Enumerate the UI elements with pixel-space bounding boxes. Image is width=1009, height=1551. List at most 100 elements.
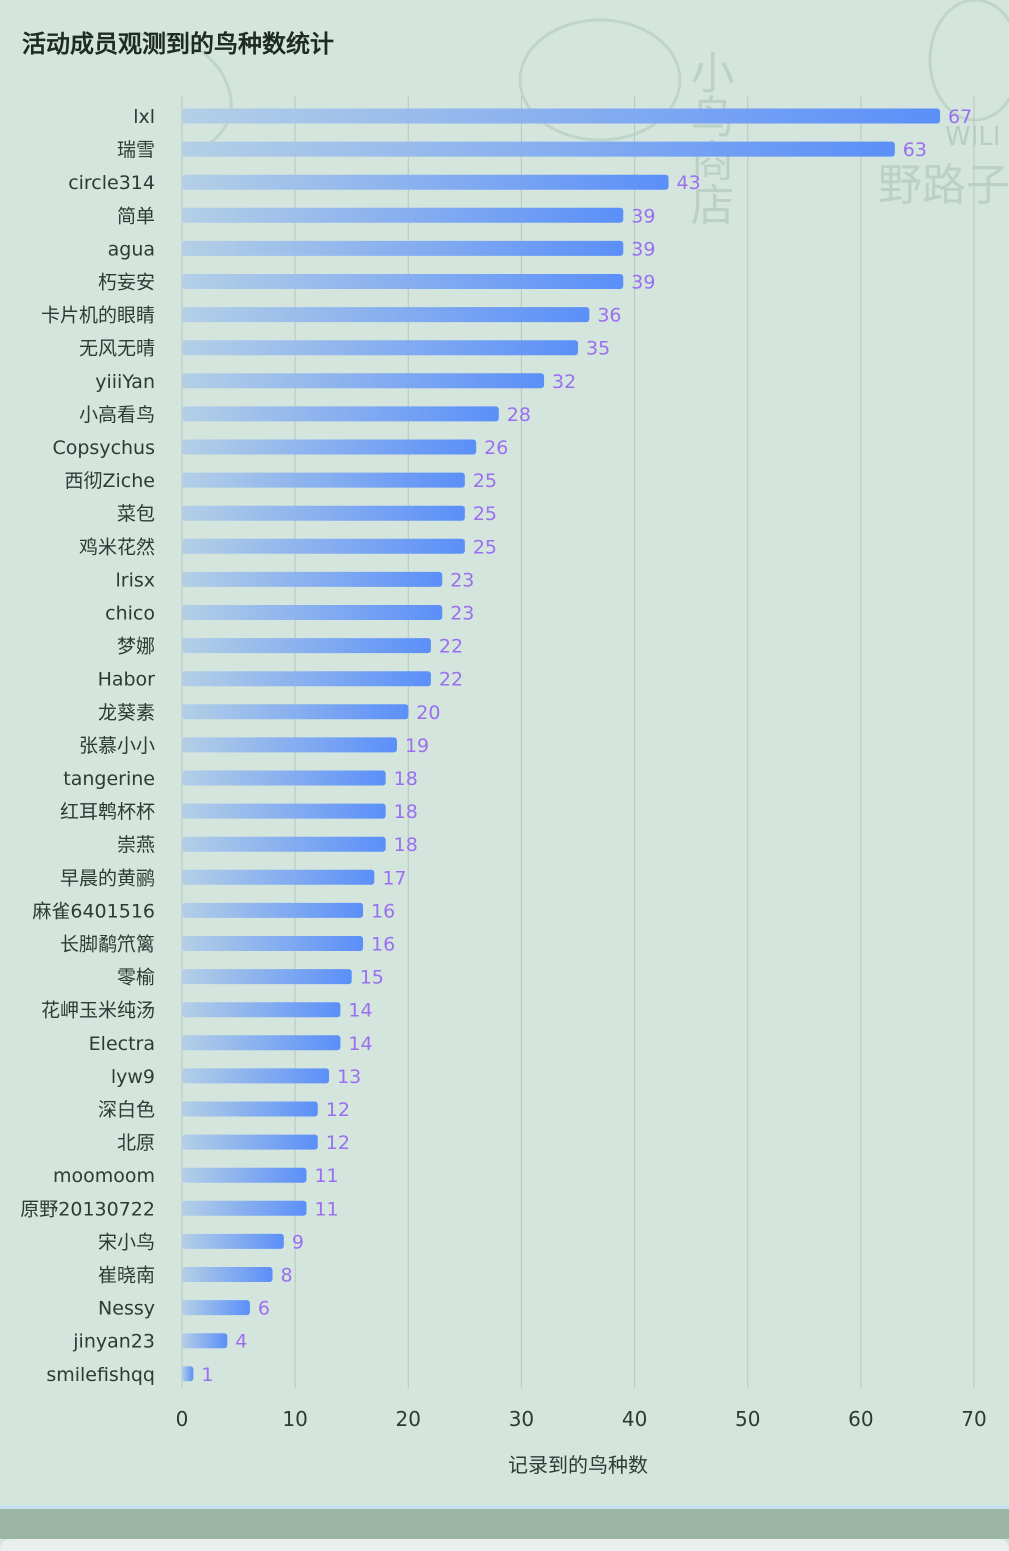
bar bbox=[182, 406, 499, 422]
bar bbox=[182, 240, 624, 256]
value-label: 25 bbox=[473, 470, 497, 492]
value-label: 15 bbox=[360, 967, 384, 989]
category-label: 早晨的黄鹂 bbox=[60, 867, 155, 889]
value-label: 12 bbox=[326, 1099, 350, 1121]
bar bbox=[182, 1300, 250, 1316]
bar bbox=[182, 439, 477, 455]
bar bbox=[182, 1200, 307, 1216]
x-tick-label: 40 bbox=[622, 1407, 647, 1431]
bar bbox=[182, 472, 465, 488]
category-label: 朽妄安 bbox=[98, 272, 155, 294]
value-label: 18 bbox=[394, 801, 418, 823]
category-label: yiiiYan bbox=[95, 371, 155, 393]
category-label: 北原 bbox=[117, 1132, 155, 1154]
category-label: 原野20130722 bbox=[20, 1198, 155, 1220]
value-label: 23 bbox=[450, 569, 474, 591]
bar bbox=[182, 1134, 318, 1150]
bar bbox=[182, 141, 895, 157]
category-label: Electra bbox=[89, 1033, 155, 1055]
footer-band bbox=[0, 1509, 1009, 1539]
category-label: Copsychus bbox=[52, 437, 155, 459]
category-label: 麻雀6401516 bbox=[32, 900, 155, 922]
footer-stripe bbox=[0, 1505, 1009, 1509]
value-label: 22 bbox=[439, 669, 463, 691]
bar bbox=[182, 108, 941, 124]
category-label: jinyan23 bbox=[72, 1331, 155, 1353]
value-label: 36 bbox=[597, 305, 621, 327]
category-label: 无风无晴 bbox=[79, 338, 155, 360]
x-tick-label: 50 bbox=[735, 1407, 760, 1431]
bar bbox=[182, 1068, 330, 1084]
bar bbox=[182, 505, 465, 521]
category-label: 小高看鸟 bbox=[79, 404, 155, 426]
x-tick-label: 10 bbox=[282, 1407, 307, 1431]
bar bbox=[182, 803, 386, 819]
value-label: 63 bbox=[903, 139, 927, 161]
value-label: 11 bbox=[314, 1165, 338, 1187]
bar bbox=[182, 1167, 307, 1183]
footer-panel bbox=[0, 1539, 1009, 1551]
x-tick-label: 20 bbox=[396, 1407, 421, 1431]
category-label: 崇燕 bbox=[117, 834, 155, 856]
value-label: 13 bbox=[337, 1066, 361, 1088]
category-label: 长脚鹬笊篱 bbox=[60, 934, 155, 956]
bars bbox=[182, 108, 941, 1382]
category-label: 鸡米花然 bbox=[79, 536, 155, 558]
bar bbox=[182, 737, 397, 753]
bar bbox=[182, 373, 545, 389]
category-label: moomoom bbox=[53, 1165, 155, 1187]
category-label: agua bbox=[108, 238, 155, 260]
category-label: circle314 bbox=[68, 172, 155, 194]
bar bbox=[182, 207, 624, 223]
value-label: 16 bbox=[371, 934, 395, 956]
x-tick-label: 30 bbox=[509, 1407, 534, 1431]
x-tick-label: 0 bbox=[176, 1407, 189, 1431]
bar bbox=[182, 671, 431, 687]
category-label: 张慕小小 bbox=[79, 735, 155, 757]
x-tick-label: 60 bbox=[848, 1407, 873, 1431]
x-tick-label: 70 bbox=[961, 1407, 986, 1431]
bar bbox=[182, 1233, 284, 1249]
value-label: 4 bbox=[235, 1331, 247, 1353]
category-label: 崔晓南 bbox=[98, 1265, 155, 1287]
category-label: lxl bbox=[133, 106, 155, 128]
bar bbox=[182, 1101, 318, 1117]
value-label: 43 bbox=[677, 172, 701, 194]
bar bbox=[182, 538, 465, 554]
category-label: lrisx bbox=[115, 569, 155, 591]
value-label: 6 bbox=[258, 1298, 270, 1320]
bar bbox=[182, 1333, 228, 1349]
value-label: 9 bbox=[292, 1231, 304, 1253]
bar bbox=[182, 605, 443, 620]
category-label: 梦娜 bbox=[117, 636, 155, 658]
category-label: 花岬玉米纯汤 bbox=[41, 1000, 155, 1022]
value-label: 67 bbox=[948, 106, 972, 128]
bar bbox=[182, 340, 578, 356]
bar bbox=[182, 902, 364, 918]
value-label: 39 bbox=[631, 205, 655, 227]
bar bbox=[182, 836, 386, 852]
category-label: smilefishqq bbox=[46, 1364, 155, 1386]
category-label: 西彻Ziche bbox=[65, 470, 155, 492]
bar bbox=[182, 770, 386, 786]
bar bbox=[182, 638, 431, 654]
bar bbox=[182, 274, 624, 289]
value-label: 8 bbox=[281, 1265, 293, 1287]
value-label: 20 bbox=[416, 702, 440, 724]
category-label: 龙葵素 bbox=[98, 702, 155, 724]
category-label: chico bbox=[105, 603, 155, 625]
value-label: 25 bbox=[473, 536, 497, 558]
value-label: 39 bbox=[631, 272, 655, 294]
bar bbox=[182, 174, 669, 190]
value-label: 16 bbox=[371, 900, 395, 922]
value-labels: 6763433939393635322826252525232322222019… bbox=[201, 106, 972, 1386]
value-label: 17 bbox=[382, 867, 406, 889]
category-label: 红耳鹎杯杯 bbox=[60, 801, 155, 823]
value-label: 26 bbox=[484, 437, 508, 459]
value-label: 35 bbox=[586, 338, 610, 360]
category-label: 深白色 bbox=[98, 1099, 155, 1121]
value-label: 39 bbox=[631, 238, 655, 260]
bar bbox=[182, 307, 590, 323]
